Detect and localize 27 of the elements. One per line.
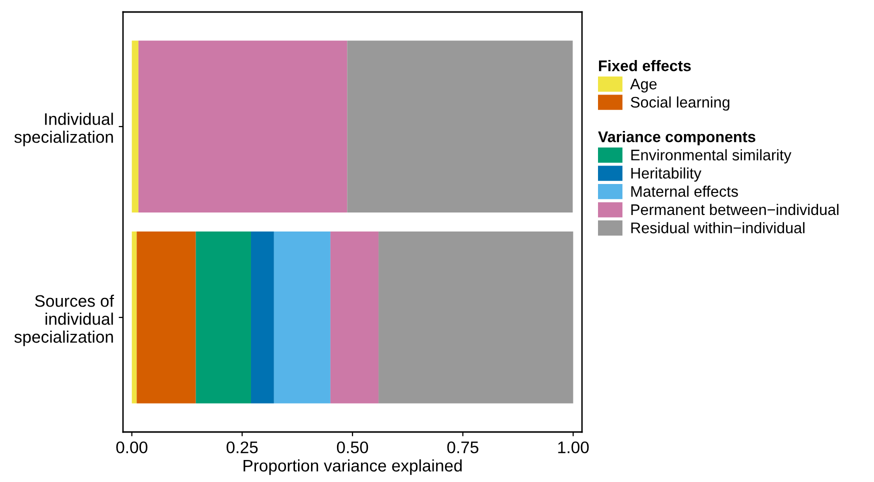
bar [136,232,196,404]
x-tick-label: 1.00 [558,441,589,454]
bar [196,232,251,404]
legend-label: Maternal effects [631,186,738,197]
legend-label: Environmental similarity [631,149,792,164]
y-tick-label: Sources of individual specialization [14,294,114,346]
text: Variance components [598,131,756,146]
x-tick-label: 0.25 [226,441,258,454]
x-tick-label: 0.75 [447,441,478,454]
bar [330,232,379,404]
x-tick-label: 0.50 [336,441,368,454]
x-tick-label: 0.00 [116,441,148,454]
legend-label: Social learning [630,96,730,111]
bar [132,40,138,212]
legend-title: Fixed effects [599,60,691,72]
legend-label: Heritability [631,167,702,182]
bar [274,232,330,404]
y-tick-label: Individual specialization [14,112,113,146]
bar [250,232,274,404]
bar [132,232,137,404]
legend-label: Age [630,78,657,92]
bar [378,232,574,404]
x-axis-title: Proportion variance explained [244,459,462,475]
bar [138,40,348,212]
legend-label: Residual within−individual [631,222,804,234]
legend-label: Permanent between−individual [631,204,838,216]
bar [347,40,573,212]
